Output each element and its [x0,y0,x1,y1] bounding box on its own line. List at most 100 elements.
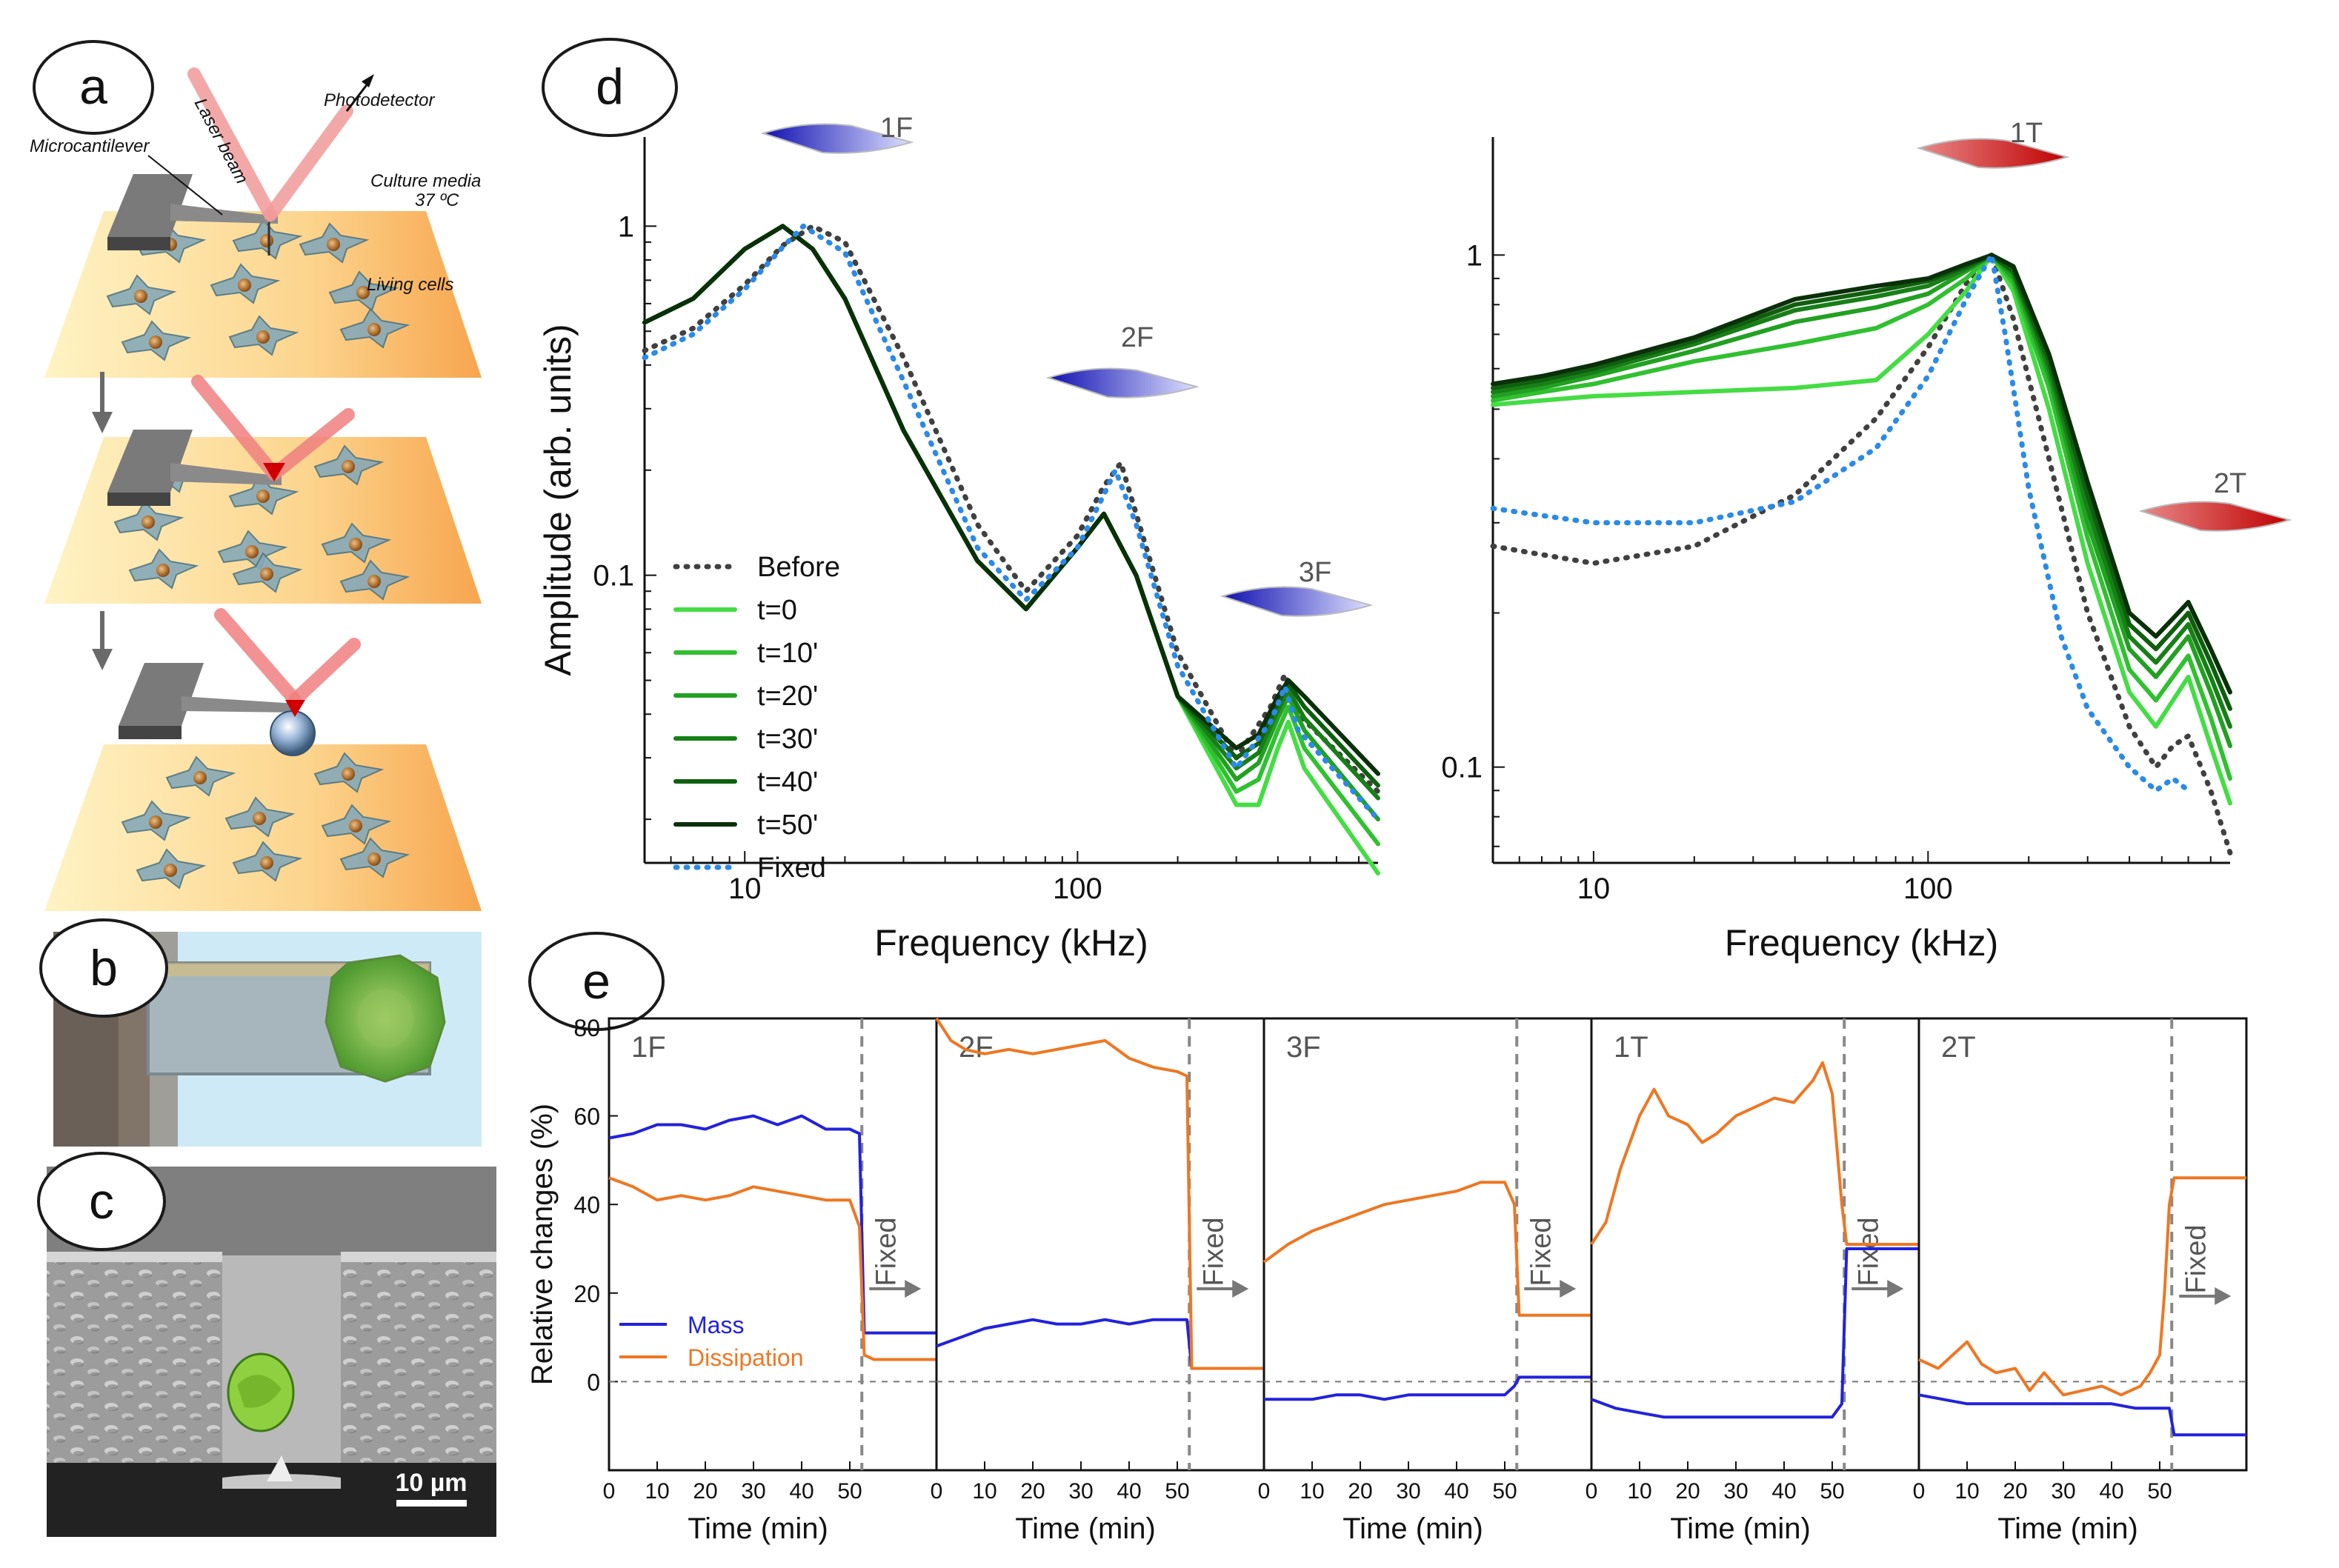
e-x-tick-label: 0 [1258,1479,1271,1504]
e-x-tick-label: 10 [645,1479,669,1504]
legend-label: Fixed [757,853,826,884]
e-y-tick-label: 0 [587,1369,600,1395]
legend-label: t=30' [757,724,818,755]
series-line-t=0 [1491,253,2232,806]
e-y-tick-label: 80 [573,1015,600,1041]
e-x-axis-label: Time (min) [1015,1512,1156,1545]
e-x-tick-label: 40 [1117,1479,1141,1504]
laser-beam-3-out [288,638,361,707]
laser-spot-3 [285,700,305,717]
series-line-t=10' [642,224,1380,847]
legend-label: t=0 [757,595,797,626]
cell-nucleus [260,567,273,581]
panel-label-b-circle [39,918,168,1018]
cell [210,263,281,304]
sem-left-block [47,1259,222,1474]
y-tick-label: 0.1 [593,560,634,593]
mode-label-2F: 2F [1121,322,1154,353]
panel-label-a: a [79,59,107,115]
laser-spot-2 [263,463,285,481]
e-x-tick-label: 50 [837,1479,862,1504]
laser-beam-2-in [191,375,281,481]
e-x-axis-label: Time (min) [1342,1512,1483,1545]
label-microcantilever-leader [147,155,223,216]
y-tick-label: 1 [618,210,634,243]
e-subplot-label: 3F [1286,1031,1321,1064]
e-x-tick-label: 10 [1954,1479,1979,1504]
e-subplot-label: 2T [1941,1031,1976,1064]
series-line-Fixed [642,223,1381,822]
panel-e: e Relative changes (%) 0 20 40 60 80 1F 0 10 20 30… [526,932,2248,1545]
sem-left-edge [47,1252,222,1262]
cell-nucleus [149,336,162,349]
e-series-dissipation [1590,1061,1919,1246]
laser-beam-2-out [267,408,355,481]
e-fixed-label: Fixed [1853,1218,1884,1287]
mode-label-1F: 1F [880,113,913,144]
mode-shape-body [2138,501,2292,532]
chart-d-left: 10 100 0.1 1 Frequency (kHz) Amplitude (arb. … [537,113,1381,964]
panel-label-a-circle [33,40,154,135]
optical-cell-nucleus [357,989,413,1048]
cell-nucleus [156,564,170,577]
e-subplot-1F: 1F 0 10 20 30 40 50 Time (min) Fixed [603,1017,938,1545]
cell [121,800,192,841]
x-tick-label: 10 [1577,873,1611,905]
x-axis-label: Frequency (kHz) [1725,922,1999,964]
e-x-tick-label: 0 [1913,1479,1926,1504]
scale-bar-label: 10 µm [395,1469,467,1497]
e-x-axis-label: Time (min) [1997,1512,2138,1545]
scale-bar [396,1500,467,1507]
e-series-dissipation [1262,1181,1591,1317]
laser-beam-3-in [214,608,302,707]
e-fixed-label: Fixed [2180,1225,2212,1294]
e-fixed-arrow-head [2215,1287,2232,1305]
series-line-t=0 [642,224,1380,876]
legend-label: t=20' [757,681,818,712]
mode-shape-1T [1916,138,2070,169]
stage-arrow-1 [92,372,113,433]
cell [165,755,236,797]
cell-nucleus [349,538,362,551]
mode-shape-1F [760,123,914,154]
e-legend-label: Dissipation [688,1344,804,1371]
chart-e: Relative changes (%) 0 20 40 60 80 1F 0 10 20 30 40… [526,1015,2248,1545]
e-x-tick-label: 30 [1068,1479,1093,1504]
cell [313,752,385,793]
cell [299,222,370,264]
mode-label-2T: 2T [2214,468,2246,499]
cell [136,848,207,890]
series-line-Fixed [1490,252,2192,793]
cell-nucleus [238,278,251,292]
cell-nucleus [245,545,259,558]
e-series-dissipation [1918,1176,2246,1397]
sem-right-block [341,1259,496,1474]
cell [339,307,410,349]
mode-shape-2T [2138,501,2292,532]
e-series-mass [608,1114,936,1335]
sem-cell-detail [237,1375,282,1408]
cell [228,315,299,356]
chart-d-right: 10 100 0.1 1 Frequency (kHz) 1T 2T [1441,118,2292,964]
panel-label-c-circle [37,1152,166,1251]
cell-nucleus [193,771,207,784]
e-series-mass [1918,1393,2246,1437]
e-x-tick-label: 50 [1492,1479,1517,1504]
e-series-dissipation [608,1176,936,1361]
series-line-Before [642,223,1381,795]
cell-nucleus [342,460,355,473]
e-y-axis-label: Relative changes (%) [526,1104,559,1385]
e-fixed-label: Fixed [1525,1218,1557,1287]
panel-d: d 10 100 0.1 1 Frequency (kHz) Amplitude (arb… [537,38,2292,964]
e-fixed-label: Fixed [871,1218,902,1287]
e-x-tick-label: 40 [1771,1479,1796,1504]
cell-nucleus [134,290,147,303]
legend-label: t=10' [757,638,818,669]
series-line-t=20' [1491,253,2232,748]
e-y-tick-label: 60 [573,1104,600,1130]
cell [121,320,192,361]
cell [339,837,410,878]
microcantilever-3 [119,663,296,739]
e-subplot-label: 1F [631,1031,666,1064]
